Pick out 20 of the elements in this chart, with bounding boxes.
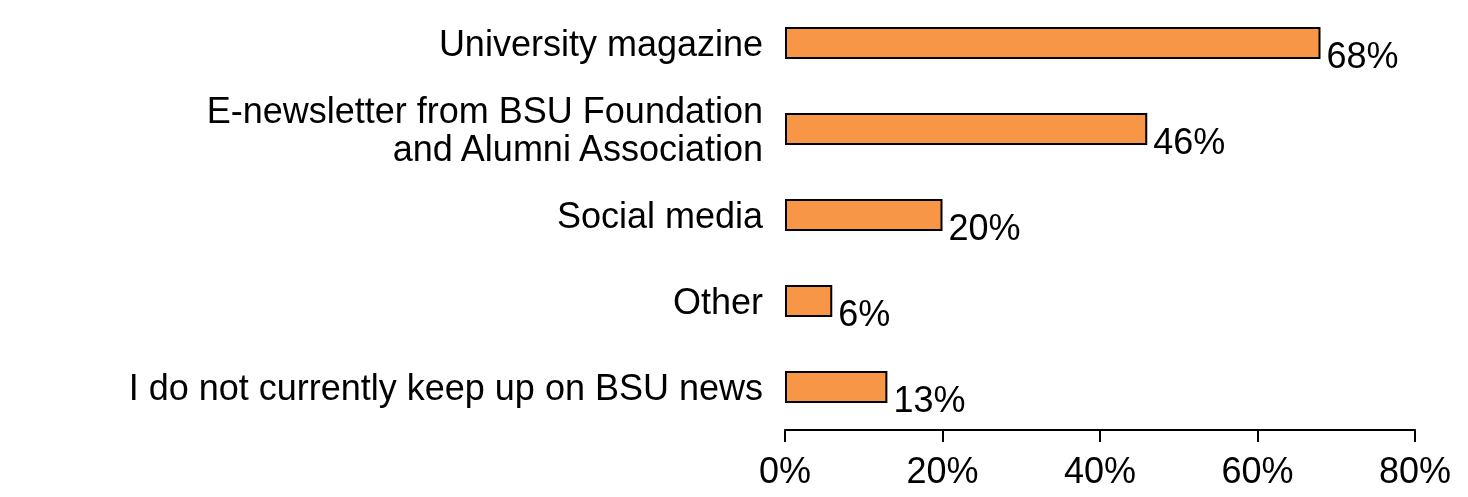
data-label: 13% xyxy=(893,378,966,420)
bar xyxy=(785,27,1321,59)
data-label: 6% xyxy=(838,292,891,334)
x-tick-label: 80% xyxy=(1378,449,1452,491)
bar xyxy=(785,285,833,317)
y-tick-label: University magazine xyxy=(438,22,763,64)
x-tick-label: 40% xyxy=(1063,449,1137,491)
data-label: 68% xyxy=(1326,34,1399,76)
data-label: 20% xyxy=(948,206,1021,248)
y-tick-label: Other xyxy=(672,280,763,322)
x-tick-label: 0% xyxy=(758,449,812,491)
bar xyxy=(785,199,943,231)
data-label: 46% xyxy=(1153,120,1226,162)
bar xyxy=(785,371,888,403)
x-tick-label: 20% xyxy=(906,449,979,491)
y-tick-label: I do not currently keep up on BSU news xyxy=(128,366,763,408)
x-tick-label: 60% xyxy=(1221,449,1294,491)
y-tick-label: Social media xyxy=(556,194,764,236)
y-tick-label: E-newsletter from BSU Foundation and Alumni Association xyxy=(206,89,763,169)
bar xyxy=(785,113,1148,145)
